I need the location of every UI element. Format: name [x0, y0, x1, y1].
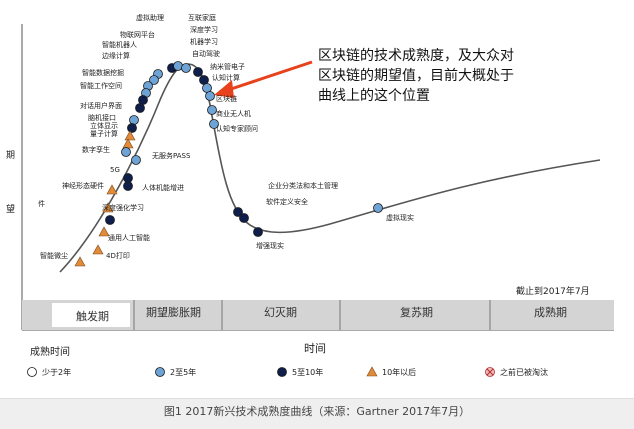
tech-marker-29 [233, 207, 243, 217]
callout-line-3: 曲线上的这个位置 [318, 87, 430, 104]
tech-label-32: 虚拟现实 [386, 213, 414, 222]
tech-marker-12 [102, 202, 114, 213]
legend-label-2: 5至10年 [292, 367, 323, 377]
tech-label-2: 智能机器人 [102, 40, 137, 49]
legend: 少于2年 2至5年 5至10年 10年以后 之前已被淘汰 [27, 366, 548, 377]
legend-label-3: 10年以后 [382, 367, 416, 377]
tech-label-22: 机器学习 [190, 37, 218, 46]
tech-label-1: 物联网平台 [120, 30, 155, 39]
phase-box-1 [52, 303, 130, 327]
tech-label-11: 神经形态硬件 [62, 181, 104, 190]
phase-label-trigger: 触发期 [76, 309, 109, 323]
tech-label-23: 自动驾驶 [192, 49, 220, 58]
phase-label-peak: 期望膨胀期 [146, 305, 201, 319]
tech-marker-11 [106, 184, 118, 195]
tech-marker-15 [92, 244, 104, 255]
callout-line-2: 区块链的期望值，目前大概处于 [318, 67, 514, 84]
tech-marker-28 [209, 119, 219, 129]
callout-arrow-line [221, 60, 313, 94]
tech-marker-32 [373, 203, 383, 213]
tech-label-8: 立体显示 [90, 121, 118, 130]
legend-title: 成熟时间 [30, 345, 70, 358]
callout-arrowhead [214, 80, 234, 98]
tech-label-10: 数字孪生 [82, 145, 110, 154]
tech-label-6: 对话用户界面 [80, 101, 122, 110]
tech-label-31: 增强现实 [256, 241, 284, 250]
tech-label-21: 深度学习 [190, 25, 218, 34]
legend-label-1: 2至5年 [170, 367, 196, 377]
phase-label-plateau: 成熟期 [534, 305, 567, 319]
tech-marker-23 [193, 67, 203, 77]
phase-label-slope: 复苏期 [400, 305, 433, 319]
tech-marker-26 [205, 91, 215, 101]
hype-cycle-diagram: 期 望 触发期 期望膨胀期 幻灭期 复苏期 成熟期 截止到2017年7月 时间 … [6, 13, 614, 377]
tech-label-0: 虚拟助理 [136, 13, 164, 22]
tech-label-25: 认知计算 [212, 73, 240, 82]
tech-label-5: 智能工作空间 [80, 81, 122, 90]
tech-marker-27 [207, 105, 217, 115]
tech-label-13: 深度强化学习 [102, 203, 144, 212]
tech-marker-8 [124, 130, 136, 141]
legend-marker-0 [27, 367, 37, 377]
legend-marker-3 [366, 366, 378, 377]
legend-marker-1 [155, 367, 165, 377]
tech-marker-19 [131, 155, 141, 165]
tech-marker-31 [253, 227, 263, 237]
legend-marker-4 [485, 367, 495, 377]
legend-label-0: 少于2年 [42, 367, 71, 377]
tech-label-26: 区块链 [216, 94, 237, 103]
y-axis-label-1: 期 [6, 150, 15, 161]
tech-marker-5 [135, 103, 145, 113]
tech-label-16: 智能微尘 [40, 251, 68, 260]
tech-label-29: 企业分类法和本土管理 [268, 181, 338, 190]
tech-marker-10 [121, 147, 131, 157]
phase-label-trough: 幻灭期 [264, 306, 297, 319]
legend-label-4: 之前已被淘汰 [500, 367, 548, 377]
tech-label-27: 商业无人机 [216, 109, 251, 118]
tech-label-3: 边缘计算 [102, 51, 130, 60]
tech-label-30: 软件定义安全 [266, 197, 308, 206]
figure-caption: 图1 2017新兴技术成熟度曲线（来源：Gartner 2017年7月） [0, 398, 634, 429]
tech-marker-18 [123, 181, 133, 191]
hype-curve [59, 63, 601, 273]
tech-label-15: 4D打印 [106, 251, 130, 260]
tech-marker-30 [239, 213, 249, 223]
tech-label-18: 人体机能增进 [142, 183, 184, 192]
technology-markers: 虚拟助理物联网平台智能机器人边缘计算智能数据挖掘智能工作空间对话用户界面脑机接口… [38, 13, 414, 267]
tech-marker-1 [149, 75, 159, 85]
tech-label-19: 无服务PASS [152, 151, 191, 160]
tech-label-12: 件 [38, 199, 45, 208]
date-note: 截止到2017年7月 [516, 285, 590, 297]
tech-label-28: 认知专家顾问 [216, 124, 258, 133]
tech-marker-14 [98, 226, 110, 237]
tech-label-20: 互联家庭 [188, 13, 216, 22]
tech-label-7: 脑机接口 [88, 113, 116, 122]
legend-marker-2 [277, 367, 287, 377]
tech-label-17: 5G [110, 166, 120, 174]
tech-marker-9 [122, 138, 134, 149]
tech-marker-6 [129, 115, 139, 125]
tech-label-24: 纳米管电子 [210, 62, 245, 71]
tech-marker-22 [181, 63, 191, 73]
tech-label-9: 量子计算 [90, 129, 118, 138]
callout-line-1: 区块链的技术成熟度，及大众对 [318, 48, 514, 64]
tech-marker-21 [173, 61, 183, 71]
tech-marker-16 [74, 256, 86, 267]
tech-label-4: 智能数据挖掘 [82, 68, 124, 77]
tech-label-14: 通用人工智能 [108, 233, 150, 242]
tech-marker-7 [127, 123, 137, 133]
x-axis-label: 时间 [304, 342, 326, 355]
tech-marker-13 [105, 215, 115, 225]
y-axis-label-2: 望 [6, 203, 15, 215]
